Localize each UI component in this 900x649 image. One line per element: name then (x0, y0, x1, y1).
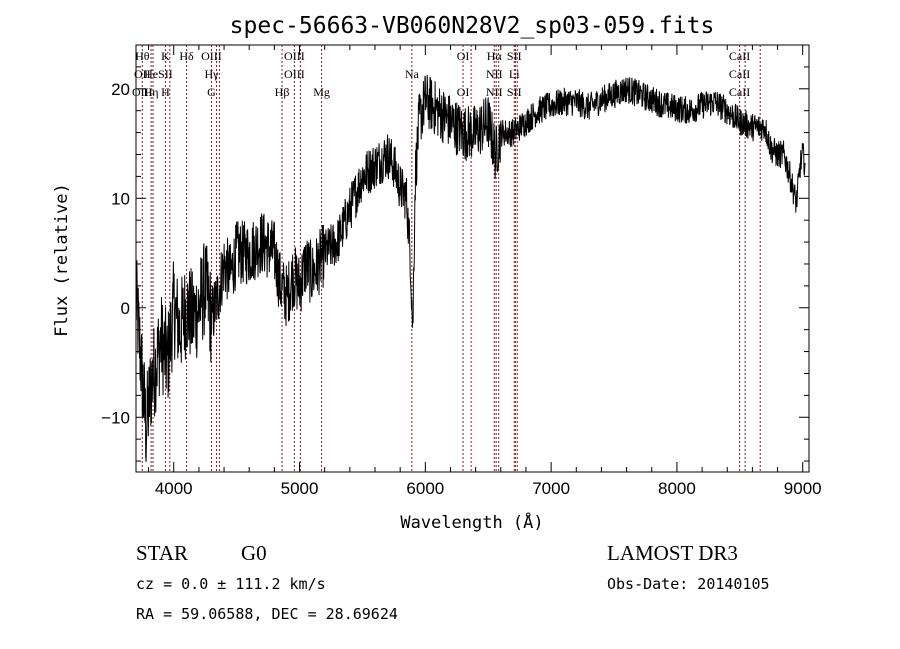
spectral-line-label: OI (457, 49, 470, 63)
spectral-line-label: Hδ (179, 49, 194, 63)
spectral-line-label: NII (486, 67, 503, 81)
axis-ticks: 4000 5000 6000 7000 8000 9000 −10 0 10 20 (101, 44, 822, 498)
spectral-line-label: Hθ (135, 49, 150, 63)
x-tick-label: 9000 (784, 479, 822, 498)
redshift-text: cz = 0.0 ± 111.2 km/s (136, 575, 326, 593)
y-tick-label: 10 (111, 189, 130, 208)
spectral-line-label: OI (457, 85, 470, 99)
spectral-line-label: K (161, 49, 170, 63)
spectral-line-label: SII (507, 85, 522, 99)
spectrum-series-line (135, 74, 806, 462)
spectral-line-label: NII (486, 85, 503, 99)
spectral-line-label: H (161, 85, 170, 99)
spectral-line-label: G (207, 85, 216, 99)
object-class: STAR (136, 541, 188, 565)
x-tick-label: 4000 (155, 479, 193, 498)
spectral-line-label: OIII (201, 49, 222, 63)
x-tick-label: 6000 (406, 479, 444, 498)
spectral-line-label: OIII (284, 67, 305, 81)
x-axis-label: Wavelength (Å) (400, 511, 543, 533)
spectral-line-label: Hγ (204, 67, 219, 81)
spectral-line-label: CaII (729, 85, 750, 99)
spectral-line-label: Na (405, 67, 420, 81)
x-tick-label: 5000 (281, 479, 319, 498)
spectral-line-label: Mg (313, 85, 330, 99)
spectral-line-label: Hα (487, 49, 503, 63)
spectral-line-label: Li (509, 67, 520, 81)
observation-date: Obs-Date: 20140105 (607, 575, 770, 593)
y-tick-label: 0 (121, 299, 130, 318)
spectral-line-label: OII (134, 67, 151, 81)
spectral-line-label: CaII (729, 67, 750, 81)
plot-frame (135, 44, 810, 473)
x-tick-label: 8000 (658, 479, 696, 498)
x-tick-label: 7000 (532, 479, 570, 498)
survey-name: LAMOST DR3 (607, 541, 738, 565)
spectral-line-label: SII (507, 49, 522, 63)
object-subclass: G0 (241, 541, 267, 565)
y-axis-label: Flux (relative) (52, 183, 72, 337)
spectral-line-label: CaII (729, 49, 750, 63)
spectral-line-label: He (144, 67, 158, 81)
y-tick-label: −10 (101, 408, 130, 427)
spectral-line-label: OIII (132, 85, 153, 99)
spectral-line-label: Hη (144, 85, 159, 99)
spectral-line-markers (141, 45, 761, 472)
spectral-line-label: SII (158, 67, 173, 81)
spectral-line-labels: Hθ OII OIII He Hη K SII H Hδ OIII Hγ G OIII OIII Hβ Mg N… (132, 49, 750, 99)
coordinates-text: RA = 59.06588, DEC = 28.69624 (136, 605, 398, 623)
spectral-line-label: OIII (284, 49, 305, 63)
chart-title: spec-56663-VB060N28V2_sp03-059.fits (230, 13, 715, 39)
spectral-line-label: Hβ (275, 85, 290, 99)
y-tick-label: 20 (111, 80, 130, 99)
